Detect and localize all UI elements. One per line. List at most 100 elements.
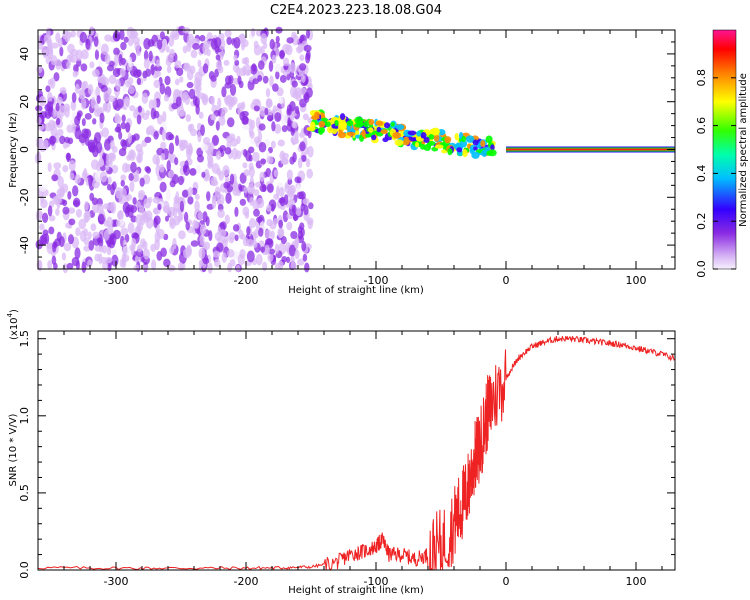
spectrogram-signal-cell	[486, 150, 493, 156]
spectrogram-noise-cell	[179, 76, 184, 83]
spectrogram-noise-cell	[61, 252, 67, 261]
colorbar-tick-label: 0.8	[695, 69, 708, 87]
spectrogram-noise-cell	[51, 241, 57, 253]
spectrogram-noise-cell	[182, 248, 191, 259]
spectrogram-noise-cell	[121, 114, 126, 123]
spectrogram-noise-cell	[169, 216, 175, 227]
spectrogram-signal-cell	[459, 140, 468, 148]
spectrogram-noise-cell	[152, 196, 160, 204]
spectrogram-signal-cell	[390, 121, 395, 127]
spectrogram-noise-cell	[139, 177, 145, 187]
spectrogram-noise-cell	[200, 143, 209, 152]
spectrogram-noise-cell	[266, 183, 274, 193]
spectrogram-noise-cell	[70, 54, 78, 63]
spectrogram-noise-cell	[289, 100, 296, 112]
spectrogram-noise-cell	[107, 95, 116, 103]
spectrogram-noise-cell	[294, 130, 299, 141]
spectrogram-noise-cell	[257, 131, 263, 142]
snr-panel: -300 -200 -100 0 100 0.0 0.5 1.0 1.5 Height of …	[6, 309, 676, 596]
spectrogram-noise-cell	[89, 61, 95, 69]
spectrogram-noise-cell	[115, 79, 121, 91]
spectrogram-noise-cell	[46, 101, 54, 111]
spectrogram-noise-cell	[296, 184, 301, 194]
spectrogram-noise-cell	[277, 139, 285, 147]
spectrogram-noise-cell	[174, 60, 182, 69]
spectrogram-noise-cell	[217, 97, 222, 110]
spectrogram-noise-cell	[230, 138, 238, 147]
spectrogram-noise-cell	[169, 48, 175, 58]
spectrogram-noise-cell	[224, 29, 232, 38]
spectrogram-noise-cell	[224, 147, 232, 155]
spectrogram-noise-cell	[55, 102, 60, 112]
spectrogram-noise-cell	[71, 123, 76, 134]
spectrogram-noise-cell	[135, 50, 141, 57]
spectrogram-signal-cell	[471, 151, 480, 159]
spectrogram-noise-cell	[176, 67, 184, 76]
spectrogram-noise-cell	[228, 236, 235, 244]
spectrogram-signal-cell	[371, 134, 377, 141]
spectrogram-signal-cell	[375, 120, 384, 126]
spectrogram-noise-cell	[51, 42, 59, 49]
spectrogram-noise-cell	[299, 54, 305, 61]
spectrogram-noise-cell	[99, 76, 107, 84]
spectrogram-noise-cell	[238, 229, 244, 240]
spectrogram-noise-cell	[281, 125, 288, 133]
spectrogram-noise-cell	[221, 86, 227, 98]
spectrogram-noise-cell	[121, 139, 128, 151]
spectrogram-noise-cell	[202, 63, 209, 74]
spectrogram-noise-cell	[224, 95, 231, 105]
spectrogram-noise-cell	[142, 264, 149, 272]
spectrogram-noise-cell	[70, 100, 77, 111]
spectrogram-noise-cell	[179, 142, 185, 152]
spectrogram-noise-cell	[164, 75, 171, 86]
spectrogram-noise-cell	[99, 171, 108, 183]
spectrogram-noise-cell	[142, 70, 148, 79]
spectrogram-noise-cell	[127, 222, 135, 234]
spectrogram-noise-cell	[195, 164, 201, 174]
spectrogram-noise-cell	[87, 84, 94, 95]
spectrogram-noise-cell	[229, 83, 237, 96]
spectrogram-noise-cell	[88, 240, 95, 251]
spectrogram-noise-cell	[186, 43, 192, 52]
spectrogram-noise-cell	[246, 226, 251, 236]
spectrogram-noise-cell	[229, 97, 236, 108]
spectrogram-noise-cell	[211, 114, 217, 121]
spectrogram-noise-cell	[136, 69, 142, 77]
spectrogram-noise-cell	[208, 142, 215, 153]
spectrogram-noise-cell	[307, 145, 314, 158]
spectrogram-noise-cell	[49, 77, 56, 89]
spectrogram-noise-cell	[305, 158, 311, 168]
spectrogram-noise-cell	[291, 121, 299, 129]
spectrogram-noise-cell	[177, 175, 185, 186]
spectrogram-noise-cell	[120, 227, 129, 236]
spectrogram-noise-cell	[179, 200, 185, 213]
spectrogram-signal-cell	[462, 149, 468, 158]
spectrogram-noise-cell	[195, 85, 200, 98]
spectrogram-noise-cell	[48, 42, 53, 55]
spectrogram-noise-cell	[252, 78, 259, 85]
spectrogram-noise-cell	[136, 77, 142, 85]
spectrogram-noise-cell	[248, 218, 256, 229]
colorbar-label: Normalized spectral amplitude	[738, 73, 749, 227]
spectrogram-noise-cell	[145, 109, 151, 116]
spectrogram-noise-cell	[245, 150, 252, 162]
spectrogram-noise-cell	[260, 246, 266, 253]
spectrogram-noise-cell	[121, 252, 127, 264]
spectrogram-noise-cell	[47, 260, 53, 270]
spectrogram-noise-cell	[66, 152, 71, 163]
spectrogram-noise-cell	[87, 259, 93, 268]
spectrogram-noise-cell	[67, 43, 75, 54]
spectrogram-y-tick-label: 40	[18, 47, 31, 61]
spectrogram-signal-cell	[392, 132, 402, 139]
spectrogram-signal-cell	[367, 127, 374, 133]
spectrogram-noise-cell	[280, 236, 287, 245]
spectrogram-noise-cell	[290, 230, 298, 240]
spectrogram-noise-cell	[153, 215, 161, 225]
spectrogram-noise-cell	[243, 169, 251, 177]
spectrogram-noise-cell	[166, 160, 171, 172]
spectrogram-noise-cell	[54, 194, 62, 205]
spectrogram-noise-cell	[299, 63, 307, 71]
spectrogram-noise-cell	[150, 63, 155, 76]
spectrogram-noise-cell	[103, 90, 110, 103]
spectrogram-noise-cell	[290, 262, 297, 270]
